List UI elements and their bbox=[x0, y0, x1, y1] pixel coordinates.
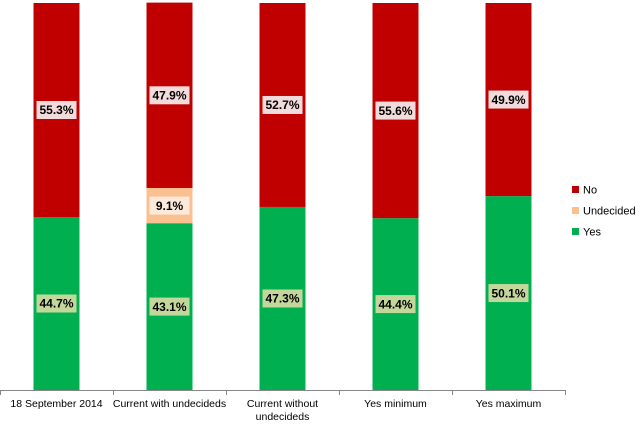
data-label: 47.3% bbox=[265, 292, 299, 306]
bars-group bbox=[33, 2, 532, 390]
data-label: 43.1% bbox=[152, 300, 186, 314]
category-label: Yes maximum bbox=[476, 398, 542, 410]
data-label: 47.9% bbox=[152, 88, 186, 102]
data-label: 9.1% bbox=[156, 199, 184, 213]
data-label-background bbox=[488, 284, 529, 303]
legend-label-undecided: Undecided bbox=[583, 206, 636, 218]
legend-swatch-yes bbox=[572, 228, 579, 235]
legend-swatch-undecided bbox=[572, 207, 579, 214]
data-label: 55.6% bbox=[378, 104, 412, 118]
category-labels-group: 18 September 2014 Current with undecideds… bbox=[10, 398, 541, 423]
legend-label-no: No bbox=[583, 185, 597, 197]
data-labels-group: 44.7% 55.3% 43.1% 9.1% 47.9% 47.3% 52.7% 44.4% 5… bbox=[36, 86, 529, 316]
data-label-background bbox=[488, 90, 529, 109]
legend: No Undecided Yes bbox=[572, 185, 636, 239]
category-label: Yes minimum bbox=[364, 398, 427, 410]
data-label-background bbox=[375, 295, 416, 314]
data-label-background bbox=[149, 196, 190, 215]
data-label-background bbox=[36, 294, 77, 313]
legend-label-yes: Yes bbox=[583, 227, 601, 239]
category-label: 18 September 2014 bbox=[10, 398, 102, 410]
category-label: undecideds bbox=[256, 411, 310, 423]
data-label: 44.4% bbox=[378, 297, 412, 311]
category-label: Current without bbox=[247, 398, 318, 410]
data-label-background bbox=[375, 101, 416, 120]
data-label: 44.7% bbox=[39, 297, 73, 311]
data-label-background bbox=[262, 289, 303, 308]
data-label: 52.7% bbox=[265, 98, 299, 112]
data-label-background bbox=[262, 95, 303, 114]
category-label: Current with undecideds bbox=[113, 398, 226, 410]
data-label-background bbox=[149, 297, 190, 316]
data-label-background bbox=[149, 86, 190, 105]
data-label-background bbox=[36, 101, 77, 120]
x-axis-ticks bbox=[0, 390, 566, 395]
data-label: 50.1% bbox=[491, 286, 525, 300]
data-label: 49.9% bbox=[491, 93, 525, 107]
data-label: 55.3% bbox=[39, 103, 73, 117]
legend-swatch-no bbox=[572, 186, 579, 193]
